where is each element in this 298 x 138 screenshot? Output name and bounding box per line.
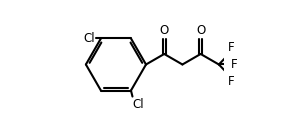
Text: O: O xyxy=(196,24,205,37)
Text: Cl: Cl xyxy=(83,32,95,45)
Text: F: F xyxy=(230,58,237,71)
Text: F: F xyxy=(228,41,235,54)
Text: F: F xyxy=(228,75,235,88)
Text: Cl: Cl xyxy=(133,98,144,111)
Text: O: O xyxy=(160,24,169,37)
